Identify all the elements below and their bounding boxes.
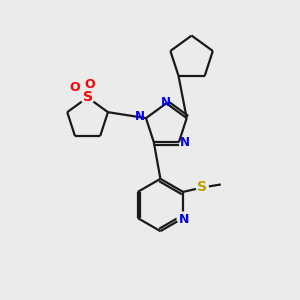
- Circle shape: [81, 91, 94, 104]
- Circle shape: [177, 212, 189, 224]
- Text: S: S: [82, 90, 93, 104]
- Text: N: N: [180, 136, 190, 148]
- Text: S: S: [197, 181, 207, 194]
- Text: O: O: [85, 77, 95, 91]
- Circle shape: [196, 182, 208, 194]
- Text: N: N: [161, 96, 171, 109]
- Text: O: O: [70, 81, 80, 94]
- Text: N: N: [135, 110, 145, 123]
- Text: N: N: [179, 213, 189, 226]
